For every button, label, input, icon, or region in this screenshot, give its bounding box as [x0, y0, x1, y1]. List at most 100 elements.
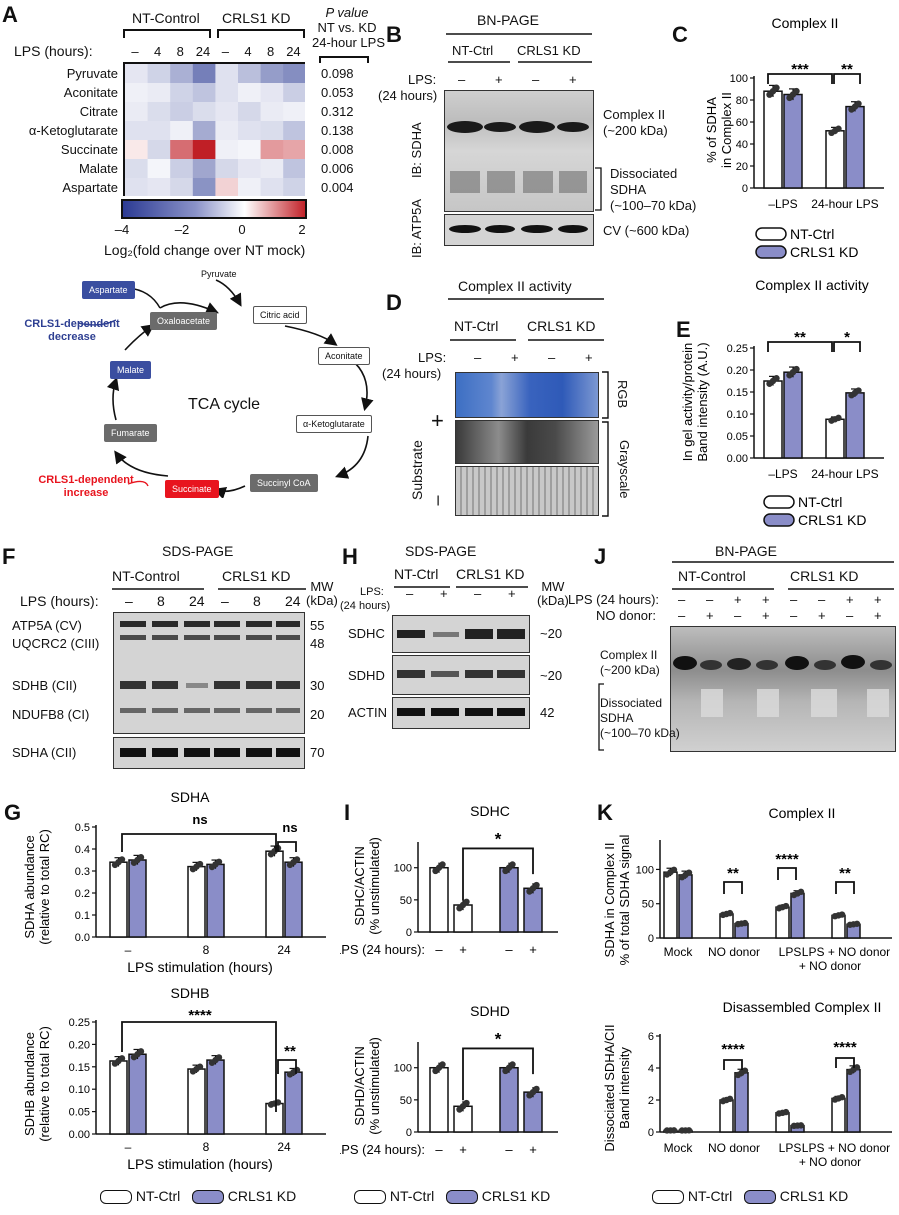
lps-label: LPS (24 hours):	[340, 942, 425, 957]
significance-label: *	[495, 829, 502, 848]
significance-label: **	[841, 61, 853, 78]
heatmap-cell	[192, 64, 216, 84]
heatmap-colorbar	[121, 199, 307, 219]
x-tick-label: –	[435, 1142, 443, 1157]
heatmap-group1-label: NT-Control	[132, 10, 200, 26]
panel-h-group1: NT-Ctrl	[394, 566, 439, 582]
panel-f-band-label: NDUFB8 (CI)	[12, 707, 90, 722]
panel-j-lps-tick: +	[846, 592, 854, 607]
panel-f-mw-1: MW	[310, 579, 334, 594]
y-tick-label: 0	[742, 183, 748, 195]
y-axis-label: % of total SDHA signal	[617, 834, 632, 965]
panel-f-band-label: SDHB (CII)	[12, 678, 77, 693]
panel-b-group2: CRLS1 KD	[517, 43, 581, 58]
data-point	[685, 1127, 693, 1134]
data-point	[509, 1061, 516, 1068]
bar	[734, 1072, 749, 1133]
panel-j-no-label: NO donor:	[596, 608, 656, 623]
heatmap-cell	[238, 64, 262, 84]
panel-j-no-tick: –	[790, 608, 798, 623]
panel-b-lps-label: LPS:	[408, 72, 437, 87]
x-tick-label: 24-hour LPS	[811, 467, 878, 481]
y-tick-label: 0.25	[727, 343, 748, 355]
legend-k-swatch-ntctrl	[652, 1190, 684, 1205]
panel-j-no-tick: +	[762, 608, 770, 623]
colorbar-tick: –2	[174, 222, 190, 237]
chart-title: Complex II	[772, 15, 839, 31]
tca-node-succinate: Succinate	[165, 480, 219, 498]
panel-j-band2-bracket	[598, 683, 604, 751]
panel-f-lps-label: LPS (hours):	[20, 593, 99, 609]
panel-f-mw-value: 70	[310, 745, 325, 760]
x-tick-label: 24	[277, 1140, 291, 1154]
significance-bracket	[833, 73, 861, 84]
y-tick-label: 50	[400, 895, 412, 907]
heatmap-cell	[170, 140, 194, 160]
significance-label: ****	[721, 1041, 745, 1058]
y-axis-label: SDHA abundance	[22, 835, 37, 938]
tca-decrease-line1: CRLS1-dependent	[24, 318, 120, 330]
bar	[128, 859, 147, 938]
significance-label: *	[844, 329, 850, 346]
heatmap-cell	[283, 64, 305, 84]
y-tick-label: 0.10	[69, 1084, 90, 1096]
pvalue-value: 0.098	[321, 66, 354, 81]
chart-title: SDHD	[470, 1003, 510, 1019]
panel-b-band2-line3: (~100–70 kDa)	[610, 198, 697, 213]
heatmap-cell	[215, 140, 239, 160]
data-point	[533, 1085, 540, 1093]
tca-decrease-note: CRLS1-dependent decrease	[22, 318, 122, 344]
chart-title: SDHB	[171, 985, 210, 1001]
legend-i-crls1: CRLS1 KD	[481, 1188, 551, 1204]
x-tick-label: –	[125, 1140, 132, 1154]
legend-label: CRLS1 KD	[798, 512, 866, 528]
y-axis-label: (% unstimulated)	[367, 837, 382, 935]
heatmap-cell	[215, 64, 239, 84]
heatmap-cell	[260, 121, 284, 141]
data-point	[838, 911, 846, 918]
heatmap-cell	[260, 83, 284, 103]
tca-node-oxaloacetate: Oxaloacetate	[150, 312, 218, 330]
panel-f-tick: 8	[253, 593, 261, 609]
panel-label-f: F	[2, 544, 16, 569]
bar	[831, 1097, 846, 1133]
panel-d-tick: +	[585, 350, 593, 365]
panel-f-title: SDS-PAGE	[162, 543, 234, 559]
pvalue-value: 0.004	[321, 180, 354, 195]
heatmap-cell	[147, 83, 171, 103]
legend-i-swatch-ntctrl	[354, 1190, 386, 1205]
data-point	[533, 881, 540, 889]
panel-j-band2-line1: Dissociated	[600, 696, 663, 710]
panel-j-group2: CRLS1 KD	[790, 568, 859, 584]
panel-h-blot-sdhc	[392, 615, 530, 653]
panel-b-group-lines	[448, 61, 592, 63]
panel-label-b: B	[386, 22, 402, 47]
heatmap-cell	[238, 178, 262, 196]
panel-h-mw-value: ~20	[540, 626, 563, 641]
significance-bracket	[462, 1047, 534, 1101]
heatmap-cell	[125, 83, 149, 103]
y-tick-label: 0.20	[727, 365, 748, 377]
bar	[109, 861, 128, 938]
heatmap-cell	[125, 121, 149, 141]
data-point	[853, 1064, 861, 1071]
bar	[265, 1102, 284, 1135]
x-tick-label: Mock	[664, 945, 694, 959]
panel-f-band-label: SDHA (CII)	[12, 745, 77, 760]
heatmap-row-label: α-Ketoglutarate	[28, 123, 118, 138]
legend-swatch	[755, 227, 787, 241]
panel-b-title-line	[446, 33, 592, 35]
bar	[206, 1059, 225, 1135]
panel-d-tick: +	[511, 350, 519, 365]
panel-j-no-tick: –	[846, 608, 854, 623]
heatmap-row-label: Malate	[78, 161, 118, 176]
panel-d-title-line	[448, 298, 604, 300]
y-tick-label: 40	[736, 139, 748, 151]
data-point	[670, 866, 678, 874]
y-tick-label: 0.00	[727, 453, 748, 465]
panel-f-mw-value: 30	[310, 678, 325, 693]
y-tick-label: 50	[400, 1095, 412, 1107]
legend-k: NT-Ctrl CRLS1 KD	[652, 1188, 848, 1205]
panel-h-band-label: SDHD	[348, 668, 385, 683]
x-tick-label: NO donor	[708, 945, 760, 959]
